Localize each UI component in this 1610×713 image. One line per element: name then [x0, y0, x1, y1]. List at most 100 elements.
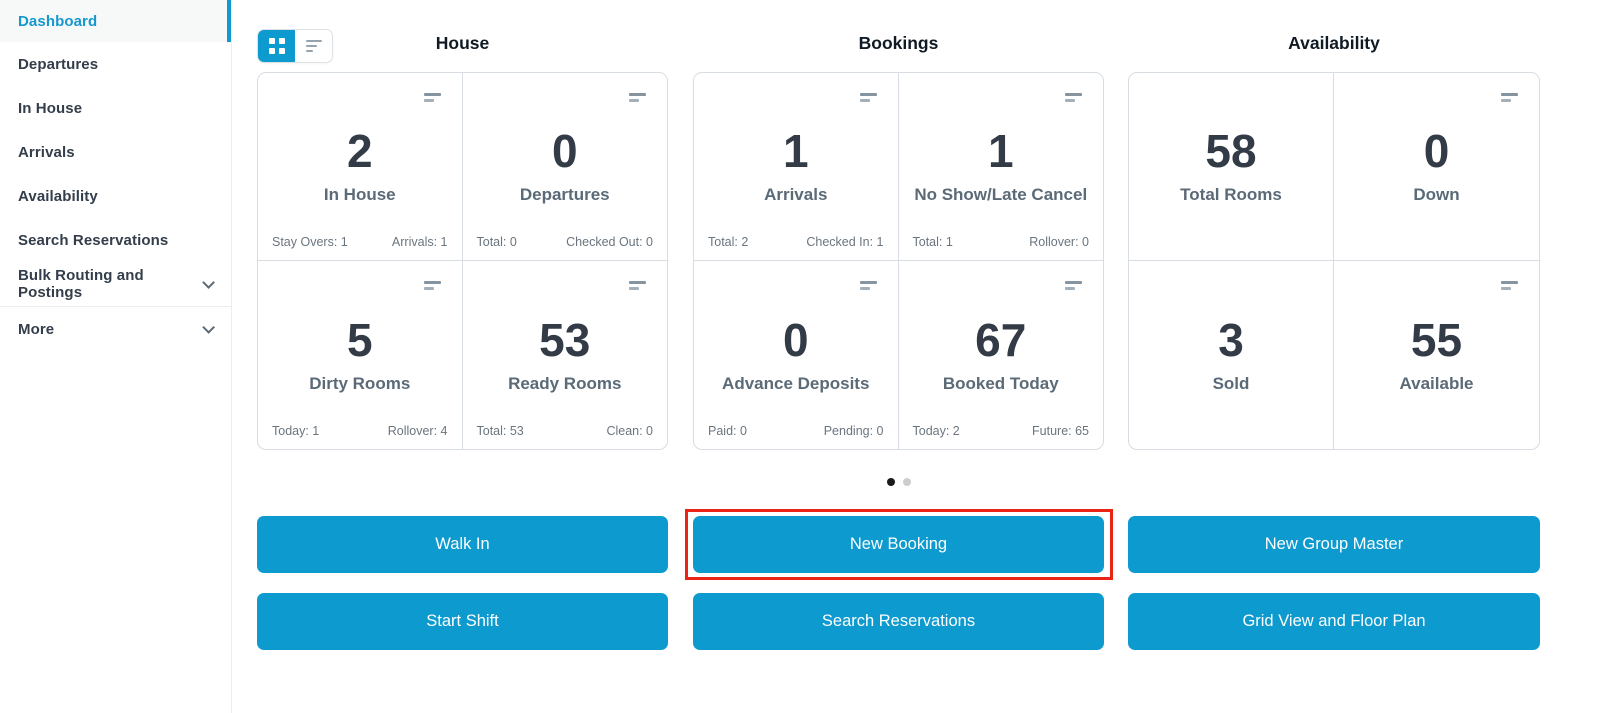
- sidebar-item-label: Search Reservations: [18, 231, 169, 249]
- stat-value: 5: [346, 313, 373, 366]
- stat-card-ready-rooms[interactable]: 53 Ready Rooms Total: 53 Clean: 0: [463, 261, 668, 449]
- sidebar-item-dashboard[interactable]: Dashboard: [0, 0, 231, 42]
- stat-card-advance-deposits[interactable]: 0 Advance Deposits Paid: 0 Pending: 0: [694, 261, 899, 449]
- stat-footer: Today: 2 Future: 65: [913, 424, 1090, 438]
- sidebar-divider: [0, 306, 231, 307]
- sidebar-item-label: Availability: [18, 187, 98, 205]
- sidebar-item-label: Arrivals: [18, 143, 75, 161]
- section-title-bookings: Bookings: [858, 33, 939, 53]
- search-reservations-button[interactable]: Search Reservations: [693, 593, 1104, 650]
- stat-value: 53: [539, 313, 591, 366]
- stat-footer-right: Rollover: 4: [387, 424, 448, 438]
- sidebar: Dashboard Departures In House Arrivals A…: [0, 0, 232, 713]
- carousel-dot[interactable]: [902, 478, 911, 486]
- stat-card-in-house[interactable]: 2 In House Stay Overs: 1 Arrivals: 1: [258, 73, 463, 261]
- grid-view-and-floor-plan-button[interactable]: Grid View and Floor Plan: [1128, 593, 1540, 650]
- sidebar-item-label: More: [18, 320, 55, 338]
- stat-card-departures[interactable]: 0 Departures Total: 0 Checked Out: 0: [462, 73, 667, 261]
- carousel-dot-active[interactable]: [886, 478, 895, 486]
- section-title-availability: Availability: [1288, 33, 1380, 53]
- card-menu-icon[interactable]: [1065, 281, 1082, 290]
- stat-label: Departures: [519, 185, 610, 204]
- stat-footer-left: Today: 1: [272, 424, 320, 438]
- stat-value: 58: [1205, 125, 1257, 177]
- stat-value: 0: [551, 125, 578, 177]
- card-menu-icon[interactable]: [629, 281, 646, 290]
- stat-footer-right: Pending: 0: [823, 424, 884, 438]
- sidebar-item-more[interactable]: More: [0, 307, 231, 351]
- stat-label: Down: [1413, 185, 1460, 204]
- sidebar-item-label: Bulk Routing and Postings: [18, 267, 144, 301]
- stat-footer: Total: 0 Checked Out: 0: [477, 235, 654, 249]
- stat-card-sold[interactable]: 3 Sold: [1129, 261, 1334, 449]
- stat-label: Total Rooms: [1180, 185, 1282, 204]
- stat-footer-left: Today: 2: [912, 424, 960, 438]
- card-menu-icon[interactable]: [629, 93, 646, 102]
- sidebar-item-departures[interactable]: Departures: [0, 42, 231, 86]
- stat-footer-right: Future: 65: [1032, 424, 1089, 438]
- stat-card-down[interactable]: 0 Down: [1334, 73, 1539, 261]
- stat-label: Ready Rooms: [508, 373, 622, 393]
- stat-footer: Total: 2 Checked In: 1: [708, 235, 884, 249]
- list-view-icon: [305, 40, 322, 52]
- sidebar-item-label: In House: [18, 99, 83, 117]
- card-menu-icon[interactable]: [1065, 93, 1082, 102]
- stat-footer: Total: 1 Rollover: 0: [913, 235, 1090, 249]
- card-menu-icon[interactable]: [859, 93, 877, 102]
- stat-card-dirty-rooms[interactable]: 5 Dirty Rooms Today: 1 Rollover: 4: [258, 261, 463, 449]
- bookings-panel: 1 Arrivals Total: 2 Checked In: 1 1 No S…: [693, 72, 1104, 450]
- stat-footer-right: Rollover: 0: [1029, 235, 1089, 249]
- stat-value: 2: [346, 125, 373, 177]
- stat-value: 3: [1218, 313, 1244, 366]
- sidebar-item-search-reservations[interactable]: Search Reservations: [0, 218, 231, 262]
- list-view-toggle-button[interactable]: [295, 30, 332, 62]
- stat-footer-right: Checked In: 1: [806, 235, 884, 249]
- stat-card-no-show-late-cancel[interactable]: 1 No Show/Late Cancel Total: 1 Rollover:…: [898, 73, 1103, 261]
- stat-footer: Total: 53 Clean: 0: [477, 424, 654, 438]
- stat-value: 1: [782, 125, 809, 177]
- sidebar-item-availability[interactable]: Availability: [0, 174, 231, 218]
- card-menu-icon[interactable]: [423, 93, 441, 102]
- sidebar-item-bulk-routing-and-postings[interactable]: Bulk Routing and Postings: [0, 262, 231, 306]
- chevron-down-icon: [202, 275, 216, 289]
- availability-panel: 58 Total Rooms 0 Down 3 Sold 55 Availabl…: [1128, 72, 1540, 450]
- stat-card-booked-today[interactable]: 67 Booked Today Today: 2 Future: 65: [899, 261, 1104, 449]
- stat-footer-left: Paid: 0: [708, 424, 747, 438]
- stat-value: 0: [1423, 125, 1450, 177]
- stat-label: No Show/Late Cancel: [914, 185, 1088, 204]
- stat-footer-left: Stay Overs: 1: [272, 235, 348, 249]
- stat-footer-right: Checked Out: 0: [566, 235, 653, 249]
- stat-footer-left: Total: 53: [476, 424, 524, 438]
- stat-card-total-rooms[interactable]: 58 Total Rooms: [1129, 73, 1334, 261]
- section-title-house: House: [435, 33, 490, 53]
- stat-value: 0: [782, 313, 809, 366]
- stat-label: In House: [323, 185, 396, 204]
- sidebar-item-arrivals[interactable]: Arrivals: [0, 130, 231, 174]
- stat-card-arrivals[interactable]: 1 Arrivals Total: 2 Checked In: 1: [694, 73, 899, 261]
- sidebar-item-label: Dashboard: [18, 12, 98, 30]
- card-menu-icon[interactable]: [859, 281, 877, 290]
- stat-label: Arrivals: [764, 185, 828, 204]
- stat-footer-right: Arrivals: 1: [391, 235, 448, 249]
- new-booking-button[interactable]: New Booking: [693, 516, 1104, 573]
- sidebar-item-in-house[interactable]: In House: [0, 86, 231, 130]
- stat-footer: Stay Overs: 1 Arrivals: 1: [272, 235, 448, 249]
- stat-footer-left: Total: 2: [708, 235, 749, 249]
- stat-footer-right: Clean: 0: [606, 424, 653, 438]
- stat-value: 67: [975, 313, 1027, 366]
- stat-label: Dirty Rooms: [309, 373, 411, 393]
- stat-card-available[interactable]: 55 Available: [1334, 261, 1539, 449]
- stat-value: 1: [987, 125, 1014, 177]
- walk-in-button[interactable]: Walk In: [257, 516, 668, 573]
- card-menu-icon[interactable]: [1501, 93, 1518, 102]
- start-shift-button[interactable]: Start Shift: [257, 593, 668, 650]
- stat-label: Sold: [1212, 373, 1250, 393]
- card-menu-icon[interactable]: [423, 281, 441, 290]
- new-group-master-button[interactable]: New Group Master: [1128, 516, 1540, 573]
- carousel-pagination: [257, 478, 1540, 486]
- card-menu-icon[interactable]: [1501, 281, 1518, 290]
- stat-footer: Paid: 0 Pending: 0: [708, 424, 884, 438]
- grid-view-toggle-button[interactable]: [258, 30, 295, 62]
- view-toggle: [257, 29, 333, 63]
- stat-footer-left: Total: 0: [476, 235, 517, 249]
